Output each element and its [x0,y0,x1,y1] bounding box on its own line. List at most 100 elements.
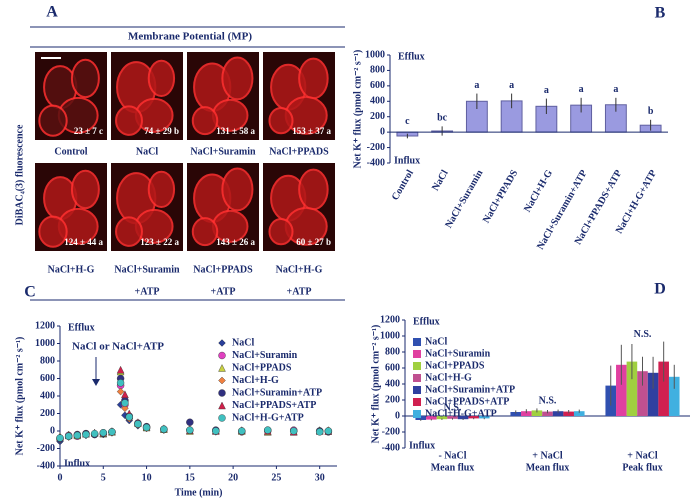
y-axis-label: DiBAC₄(3) fluorescence [14,124,25,225]
value-text: 74 ± 29 b [144,126,179,136]
significance-label: a [509,80,514,91]
data-point [142,423,151,432]
panel-letter: B [655,5,666,22]
bar [478,416,490,419]
significance-label: a [544,85,549,96]
legend-swatch [413,410,421,418]
legend-marker [218,376,226,385]
group-note: N.S. [444,402,462,413]
bar [647,372,659,416]
cell [38,215,68,248]
y-tick-label: 1200 [35,320,55,331]
data-point [160,425,168,433]
panel-letter: C [24,284,36,301]
influx-note: Influx [394,155,420,166]
legend-label: NaCl+H-G+ATP [425,408,497,419]
bar [658,361,669,416]
image-caption: NaCl+H-G [276,264,323,275]
cell [147,59,176,98]
y-tick-label: -400 [367,157,385,168]
x-tick-label: NaCl+PPADS [481,168,520,225]
data-point [315,428,324,436]
image-caption: +ATP [211,286,236,297]
cell [298,57,329,100]
y-axis-label: Net K⁺ flux (pmol cm⁻² s⁻¹) [14,337,25,456]
legend-swatch [413,350,421,358]
x-tick-label: Mean flux [431,462,475,473]
legend-label: NaCl+H-G [425,372,472,383]
cell [191,217,219,247]
x-tick-label: NaCl+H-G [522,168,555,214]
y-tick-label: 0 [395,410,400,421]
significance-label: a [474,80,479,91]
legend-label: NaCl [425,336,447,347]
data-point [186,426,194,434]
significance-label: bc [437,113,448,124]
data-point [82,430,90,439]
data-point [121,404,129,413]
image-caption: NaCl+PPADS [269,146,329,157]
cell [147,170,176,208]
legend-swatch [413,374,421,382]
bar [510,412,522,416]
legend-label: NaCl+PPADS [425,360,485,371]
group-note: N.S. [634,329,652,340]
bar [668,376,680,416]
legend-marker [218,414,226,422]
cell [115,105,143,136]
legend-swatch [413,398,421,406]
panel-a-frame [30,26,345,301]
value-text: 143 ± 26 a [216,237,255,247]
panel-letter: A [46,4,58,21]
y-tick-label: 800 [40,355,55,366]
x-tick-label: + NaCl [627,450,658,461]
value-text: 60 ± 27 b [296,237,331,247]
legend-swatch [413,386,421,394]
data-point [116,387,125,396]
panel-letter: D [654,281,666,298]
y-tick-label: 1000 [365,49,385,60]
value-text: 131 ± 58 a [216,126,255,136]
panel-title: Membrane Potential (MP) [128,31,252,43]
data-point [212,427,220,435]
data-point [99,429,107,437]
significance-label: a [613,84,618,95]
data-point [56,434,64,442]
legend-label: NaCl+Suramin [232,350,298,361]
data-point [324,427,333,435]
legend-label: NaCl+H-G+ATP [232,412,304,423]
group-note: N.S. [539,396,557,407]
efflux-note: Efflux [413,316,440,327]
data-point [121,399,129,407]
value-text: 23 ± 7 c [74,126,103,136]
significance-label: c [405,116,410,127]
y-tick-label: 200 [40,408,55,419]
cell [298,168,329,211]
image-caption: NaCl [136,146,158,157]
legend-marker [218,364,226,372]
x-tick-label: + NaCl [532,450,563,461]
x-tick-label: NaCl [430,168,451,193]
data-point [290,427,298,435]
legend-label: NaCl+PPADS+ATP [232,400,316,411]
bar [542,411,553,416]
x-tick-label: 30 [315,472,325,483]
efflux-note: Efflux [398,51,425,62]
x-tick-label: 25 [271,472,281,483]
data-point [90,429,99,438]
legend-label: NaCl+PPADS [232,362,292,373]
value-text: 123 ± 22 a [140,237,179,247]
annotation-arrowhead [92,379,100,386]
bar [457,416,469,420]
significance-label: b [648,106,654,117]
y-axis-label: Net K⁺ flux (pmol cm⁻² s⁻¹) [370,325,381,444]
influx-note: Influx [409,440,435,451]
y-tick-label: 0 [380,126,385,137]
data-point [116,379,125,387]
y-tick-label: -400 [382,442,400,453]
legend-swatch [413,362,421,370]
influx-note: Influx [64,458,90,469]
data-point [264,426,272,434]
y-tick-label: 800 [370,65,385,76]
cell [221,56,254,101]
